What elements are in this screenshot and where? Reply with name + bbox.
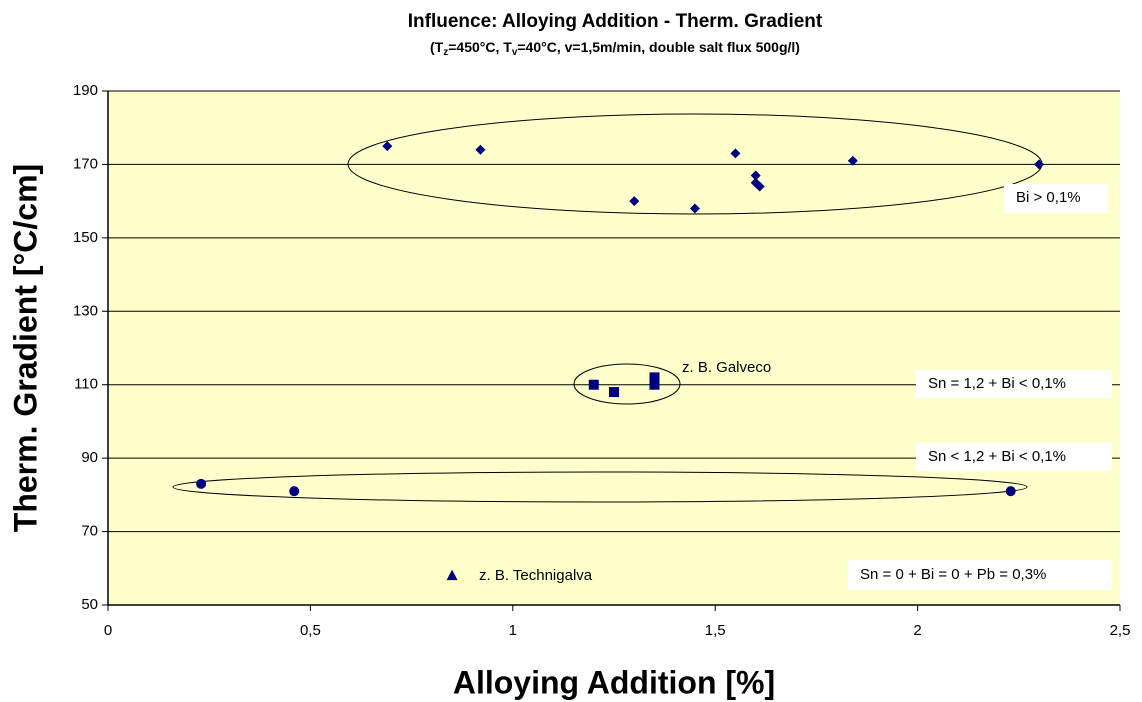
y-tick-label: 70 <box>81 523 98 540</box>
annotation-box <box>916 370 1112 398</box>
y-tick-label: 50 <box>81 596 98 613</box>
point <box>730 148 741 159</box>
annotation: Sn = 1,2 + Bi < 0,1% <box>928 375 1066 392</box>
group-ellipse <box>172 471 1028 503</box>
point <box>588 379 599 390</box>
y-tick-label: 110 <box>74 376 98 393</box>
point <box>689 203 700 214</box>
plot-area <box>108 91 1120 605</box>
point <box>649 372 660 383</box>
y-axis-label: Therm. Gradient [°C/cm] <box>7 164 43 532</box>
point <box>609 387 619 398</box>
subtitle-part: =40°C, v=1,5m/min, double salt flux 500g… <box>517 39 800 55</box>
y-tick-label: 190 <box>73 82 98 99</box>
annotation: z. B. Technigalva <box>479 567 593 584</box>
annotation-box <box>916 443 1112 471</box>
point <box>446 569 458 581</box>
x-tick-label: 1,5 <box>705 622 726 639</box>
annotation: Sn < 1,2 + Bi < 0,1% <box>928 448 1066 465</box>
annotation: z. B. Galveco <box>682 359 771 376</box>
x-tick-label: 0 <box>104 622 112 639</box>
point <box>847 155 858 166</box>
point <box>754 181 765 192</box>
point <box>1005 486 1016 497</box>
x-tick-label: 2,5 <box>1110 622 1131 639</box>
x-axis-label: Alloying Addition [%] <box>453 664 775 700</box>
subscript: v <box>512 47 518 58</box>
subscript: z <box>443 47 448 58</box>
annotation-box <box>1004 184 1108 213</box>
x-tick-label: 1 <box>509 622 517 639</box>
point <box>750 170 761 181</box>
chart-subtitle: (Tz=450°C, Tv=40°C, v=1,5m/min, double s… <box>430 39 800 58</box>
y-tick-label: 130 <box>73 302 98 319</box>
x-tick-label: 0,5 <box>300 622 321 639</box>
chart-title: Influence: Alloying Addition - Therm. Gr… <box>408 11 823 32</box>
point <box>629 196 640 207</box>
point <box>649 379 660 390</box>
y-tick-label: 150 <box>73 229 98 246</box>
point <box>289 486 300 497</box>
point <box>382 141 393 152</box>
point <box>475 144 486 155</box>
x-tick-label: 2 <box>913 622 921 639</box>
subtitle-part: (T <box>430 39 444 55</box>
subtitle-part: =450°C, T <box>448 39 512 55</box>
point <box>196 478 207 489</box>
y-tick-label: 90 <box>81 449 98 466</box>
annotation-box <box>848 560 1112 590</box>
annotation: Bi > 0,1% <box>1016 189 1081 206</box>
annotation: Sn = 0 + Bi = 0 + Pb = 0,3% <box>860 566 1046 583</box>
y-tick-label: 170 <box>73 155 98 172</box>
group-ellipse <box>573 363 681 405</box>
point <box>1034 159 1045 170</box>
